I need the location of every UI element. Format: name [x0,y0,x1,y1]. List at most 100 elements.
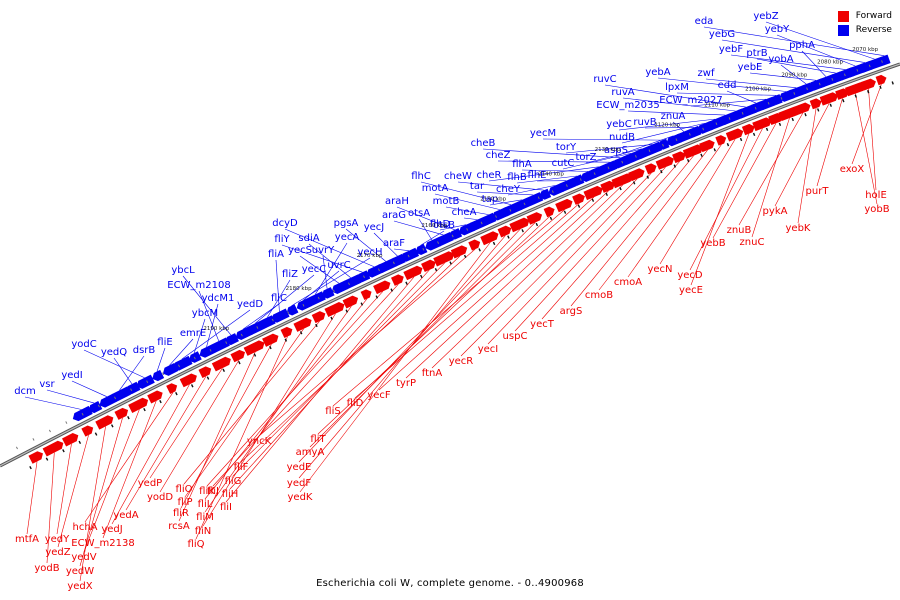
reverse-gene-71 [88,401,103,414]
reverse-gene-51-leader [299,255,340,284]
reverse-gene-28-label: cheR [477,170,502,181]
reverse-gene-39-label: cheA [452,207,477,218]
axis-tick-upper [32,438,35,441]
forward-gene-27-leader [298,235,506,479]
reverse-gene-68 [125,381,141,395]
axis-tick-lower [345,309,349,313]
forward-gene-29-label: yncK [247,436,272,447]
reverse-gene-26-label: cheB [471,138,496,149]
forward-gene-51-label: yedW [66,566,94,577]
reverse-gene-61-label: ECW_m2108 [167,280,230,291]
axis-tick-upper [715,122,718,126]
kbp-tick-label: 2140 kbp [538,171,564,177]
reverse-gene-40-label: flhD [430,219,451,230]
axis-tick-upper [509,208,512,212]
forward-gene-33 [403,265,423,281]
axis-tick-upper [177,364,181,368]
reverse-gene-24-label: torZ [575,152,596,163]
reverse-gene-67-label: yodC [71,339,96,350]
axis-tick-lower [726,143,730,147]
forward-gene-48-label: hchA [72,522,97,533]
axis-tick-lower [375,295,379,299]
reverse-gene-42-label: araG [382,210,406,221]
forward-gene-49-leader [102,400,157,539]
forward-gene-3-leader [816,98,843,187]
reverse-gene-66 [152,369,165,382]
reverse-gene-55 [286,304,299,316]
reverse-gene-55-label: yecH [357,247,382,258]
axis-tick-lower [752,132,756,137]
reverse-gene-37-label: motA [422,183,449,194]
reverse-gene-22-label: yecM [530,128,556,139]
axis-tick-lower [360,302,364,306]
axis-tick-lower [206,376,210,380]
reverse-gene-6-leader [801,50,827,77]
reverse-gene-27-leader [497,160,610,163]
axis-tick-lower [591,198,595,202]
forward-gene-14 [682,144,704,159]
reverse-gene-30-label: flhB [507,172,527,183]
forward-gene-10 [741,123,755,136]
forward-gene-30 [450,245,468,259]
reverse-gene-25-leader [562,152,632,170]
reverse-gene-10 [778,89,795,102]
forward-gene-25 [526,212,543,225]
reverse-gene-28-leader [488,166,599,182]
reverse-gene-60-leader [182,275,232,336]
kbp-tick-label: 2160 kbp [421,223,447,229]
forward-gene-12-label: cmoA [614,277,642,288]
reverse-gene-54 [296,297,313,311]
reverse-gene-12-label: ECW_m2027 [659,95,722,106]
reverse-gene-27-label: cheZ [486,150,511,161]
forward-gene-42-label: fliR [173,508,189,519]
reverse-gene-61-leader [198,290,220,342]
reverse-gene-13-leader [726,90,757,104]
axis-tick-lower [110,424,114,428]
reverse-gene-47-leader [345,228,387,262]
reverse-gene-21 [666,133,682,147]
forward-gene-41-label: fliQ [188,539,205,550]
forward-gene-38 [324,302,345,318]
axis-tick-upper [793,92,796,95]
axis-tick-lower [299,331,303,335]
axis-tick-upper [422,247,425,251]
reverse-gene-16-leader [627,110,726,116]
reverse-gene-7 [808,78,825,91]
axis-tick-upper [332,289,335,293]
axis-tick-upper [162,372,165,376]
reverse-gene-38-leader [445,206,489,215]
axis-tick-upper [675,138,678,142]
reverse-gene-24-leader [585,148,642,164]
reverse-gene-11-label: lpxM [665,82,689,93]
forward-gene-22-leader [354,203,580,399]
forward-gene-17-leader [487,172,652,345]
forward-gene-40-label: fliP [177,497,192,508]
forward-gene-32-leader [229,269,430,490]
reverse-gene-69-label: dsrB [133,345,156,356]
reverse-gene-61 [209,337,230,353]
reverse-gene-58-label: yecC [302,264,327,275]
reverse-gene-15 [727,108,745,122]
forward-gene-45-leader [149,367,223,479]
forward-gene-13-leader [598,149,708,291]
forward-gene-26-label: yedE [287,462,312,473]
axis-tick-lower [463,254,467,259]
axis-tick-upper [97,404,100,408]
reverse-gene-53-label: yecA [335,232,360,243]
axis-tick-upper [607,166,610,170]
reverse-gene-64-label: yedD [237,299,263,310]
forward-gene-33-label: fliI [220,502,232,513]
axis-tick-upper [15,446,18,450]
forward-gene-12 [715,135,727,146]
reverse-gene-8-label: yobA [768,54,793,65]
forward-gene-56-leader [26,461,38,535]
reverse-gene-62-label: ydcM1 [202,293,235,304]
axis-tick-lower [405,281,408,285]
reverse-gene-40-leader [439,224,467,231]
forward-gene-44 [230,349,246,363]
axis-tick-upper [728,117,731,120]
reverse-gene-48-leader [284,228,375,268]
axis-tick-lower [434,267,438,272]
axis-tick-lower [62,449,65,453]
axis-tick-lower [238,361,241,365]
